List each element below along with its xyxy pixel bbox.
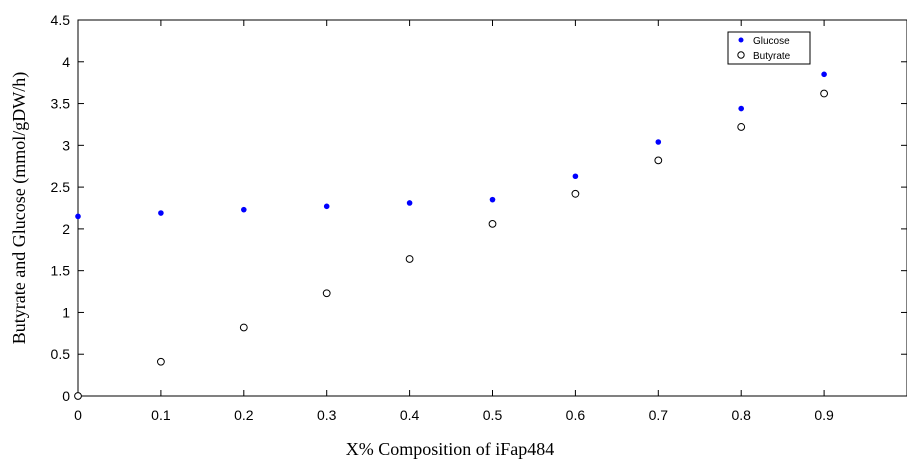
y-tick-label: 2.5 (51, 179, 71, 195)
butyrate-data-point (157, 357, 165, 366)
y-tick-label: 3 (62, 137, 70, 153)
ticks-layer: 0 0.1 0.2 0.3 0.4 0.5 0.6 0.7 0.8 0.9 0 0.5 1 1.5 2 2.5… (51, 12, 907, 423)
glucose-data-point (158, 210, 164, 216)
y-tick-label: 4 (62, 54, 70, 70)
x-tick-label: 0.5 (483, 407, 503, 423)
y-tick-label: 1.5 (51, 263, 71, 279)
glucose-data-point (489, 196, 496, 203)
legend: Glucose Butyrate (727, 31, 811, 65)
glucose-data-point (738, 105, 744, 112)
butyrate-data-point (74, 392, 82, 400)
x-axis-title: X% Composition of iFap484 (346, 439, 555, 459)
glucose-data-point (572, 173, 579, 180)
butyrate-data-point (571, 189, 580, 198)
glucose-data-point (821, 71, 827, 78)
x-tick-label: 0.4 (400, 407, 420, 423)
butyrate-data-point (488, 219, 497, 228)
x-tick-label: 0.8 (731, 407, 751, 423)
legend-glucose-label: Glucose (753, 36, 790, 47)
glucose-data-point (75, 213, 81, 220)
glucose-data-point (406, 200, 413, 206)
legend-butyrate-label: Butyrate (753, 51, 791, 62)
butyrate-data-point (820, 89, 828, 98)
legend-box (727, 31, 811, 65)
axes-layer (77, 19, 907, 397)
y-tick-label: 2 (62, 221, 70, 237)
x-tick-label: 0.2 (234, 407, 254, 423)
glucose-data-point (323, 203, 330, 210)
y-axis-title: Butyrate and Glucose (mmol/gDW/h) (9, 72, 30, 344)
x-tick-label: 0 (74, 407, 82, 423)
y-tick-label: 4.5 (51, 12, 71, 28)
x-tick-label: 0.7 (649, 407, 669, 423)
y-tick-label: 0 (62, 388, 70, 404)
points-layer (74, 71, 828, 400)
y-tick-label: 3.5 (51, 96, 71, 112)
x-tick-label: 0.6 (566, 407, 586, 423)
butyrate-data-point (654, 156, 663, 165)
legend-glucose-marker (738, 37, 744, 43)
butyrate-data-point (322, 289, 331, 298)
legend-butyrate-marker (737, 51, 745, 59)
y-tick-label: 1 (62, 304, 70, 320)
glucose-data-point (241, 206, 247, 213)
butyrate-data-point (239, 323, 248, 332)
butyrate-data-point (405, 255, 414, 263)
x-tick-label: 0.9 (814, 407, 834, 423)
x-tick-label: 0.3 (317, 407, 337, 423)
plot-area-frame (77, 19, 907, 397)
glucose-data-point (655, 139, 662, 145)
butyrate-data-point (737, 123, 746, 131)
y-tick-label: 0.5 (51, 346, 71, 362)
x-tick-label: 0.1 (151, 407, 171, 423)
